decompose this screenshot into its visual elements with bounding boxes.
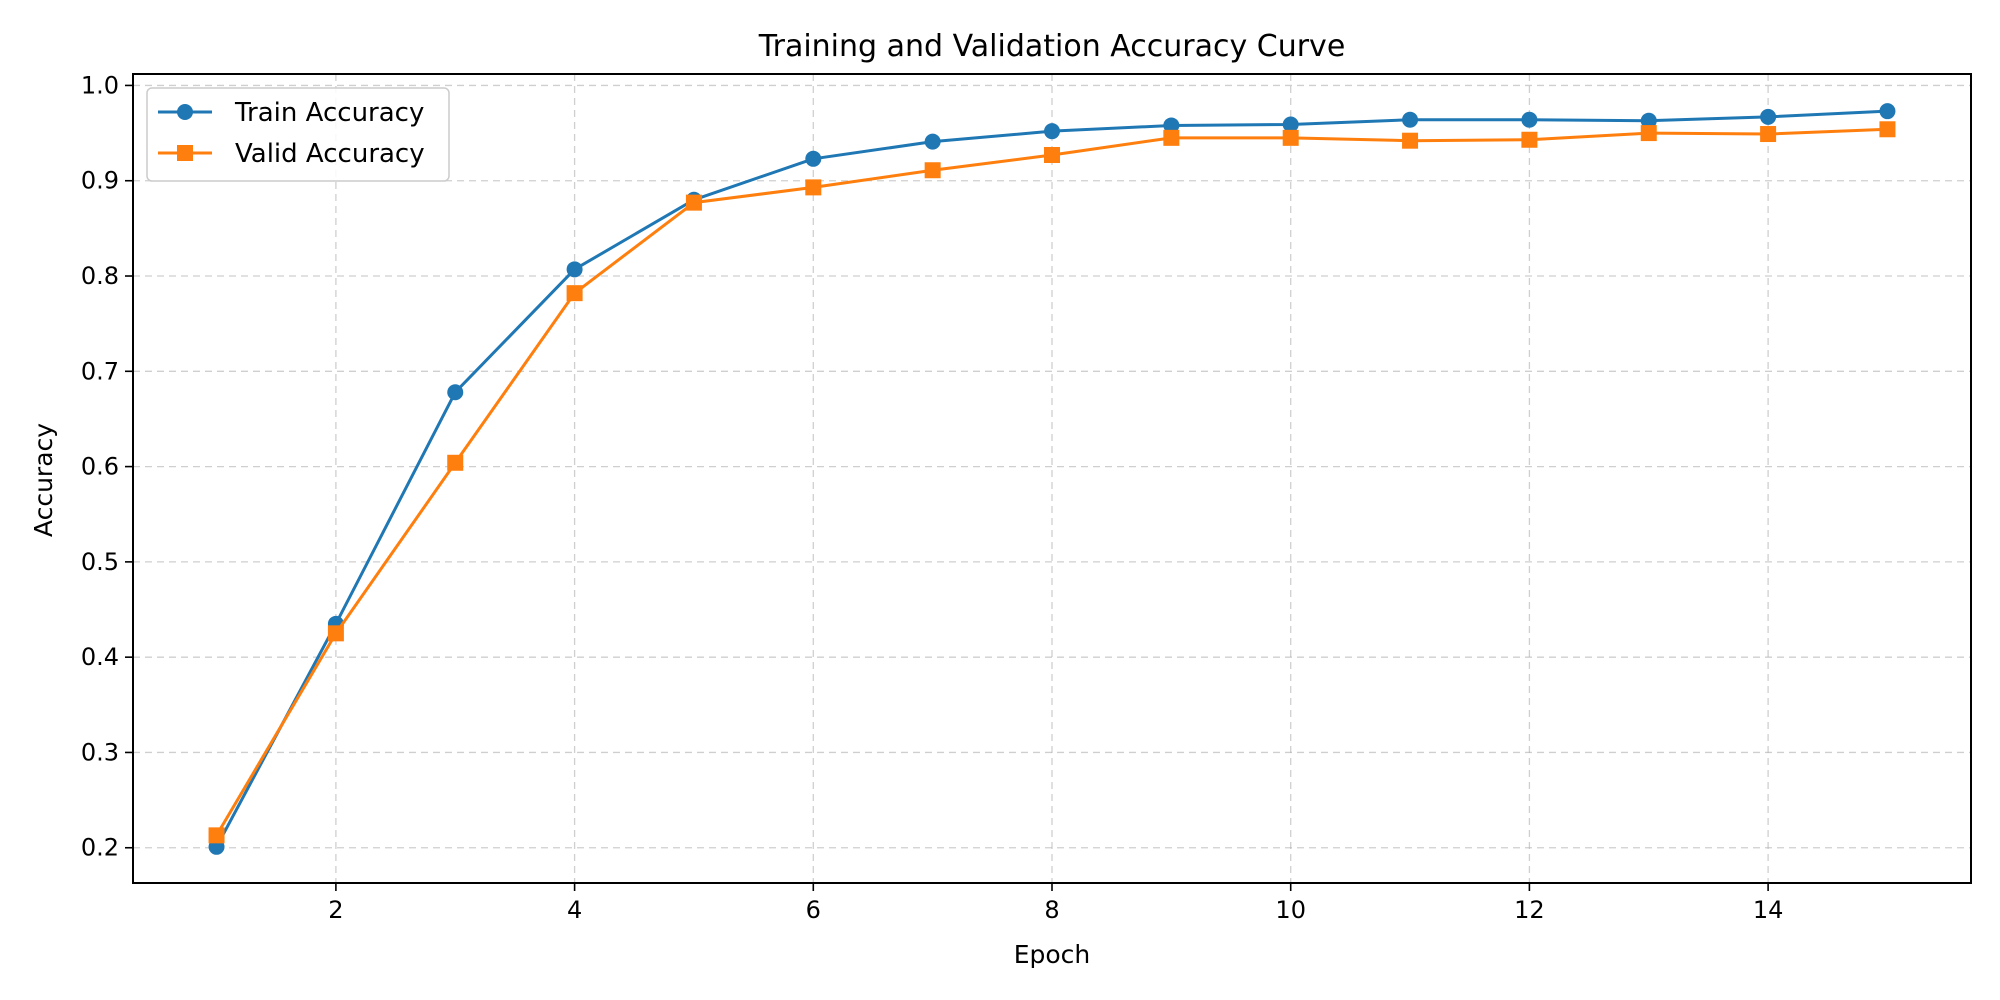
data-point xyxy=(1402,132,1419,149)
series-layer xyxy=(208,103,1896,855)
data-point xyxy=(1760,108,1777,125)
legend-label: Train Accuracy xyxy=(234,98,424,128)
data-point xyxy=(1163,129,1180,146)
series-train xyxy=(208,103,1896,855)
data-point xyxy=(1282,129,1299,146)
x-tick-label: 8 xyxy=(1044,896,1059,924)
data-point xyxy=(1282,116,1299,133)
y-axis-label: Accuracy xyxy=(29,423,58,537)
data-point xyxy=(1879,121,1896,138)
y-tick-label: 0.5 xyxy=(81,548,119,576)
series-valid xyxy=(208,121,1896,844)
data-point xyxy=(1640,112,1657,129)
y-tick-label: 0.3 xyxy=(81,738,119,766)
data-point xyxy=(1044,123,1060,140)
y-tick-label: 0.7 xyxy=(81,357,119,385)
data-point xyxy=(1521,131,1538,148)
data-point xyxy=(685,194,702,211)
legend-marker xyxy=(177,104,193,120)
x-tick-label: 4 xyxy=(567,896,582,924)
chart-title: Training and Validation Accuracy Curve xyxy=(758,29,1346,64)
data-point xyxy=(208,827,225,844)
y-tick-label: 0.8 xyxy=(81,262,119,290)
data-point xyxy=(1879,103,1896,120)
data-point xyxy=(1760,126,1777,143)
x-axis-label: Epoch xyxy=(1014,940,1091,969)
data-point xyxy=(924,162,941,179)
y-tick-label: 0.6 xyxy=(81,453,119,481)
x-tick-label: 2 xyxy=(328,896,343,924)
legend-entry-train: Train Accuracy xyxy=(158,98,424,128)
data-point xyxy=(1640,125,1657,142)
data-point xyxy=(1402,111,1419,128)
data-point xyxy=(566,285,583,302)
legend-entry-valid: Valid Accuracy xyxy=(158,139,425,169)
data-point xyxy=(327,625,344,642)
x-tick-label: 12 xyxy=(1514,896,1545,924)
axis-ticks: 2 4 6 8 10 12 14 0.2 0.3 0.4 0.5 0.6 0.7 0.8 0.9 1.0 xyxy=(81,71,1784,924)
data-point xyxy=(447,454,464,471)
legend-marker xyxy=(177,145,193,161)
plot-frame xyxy=(132,73,1972,884)
data-point xyxy=(1521,111,1538,128)
y-tick-label: 1.0 xyxy=(81,71,119,99)
x-tick-label: 6 xyxy=(806,896,821,924)
x-tick-label: 10 xyxy=(1275,896,1306,924)
y-tick-label: 0.4 xyxy=(81,643,119,671)
data-point xyxy=(805,150,822,167)
data-point xyxy=(1163,117,1180,134)
x-tick-label: 14 xyxy=(1753,896,1784,924)
y-tick-label: 0.2 xyxy=(81,834,119,862)
data-point xyxy=(1044,146,1060,163)
legend-box xyxy=(146,87,450,182)
data-point xyxy=(447,384,464,401)
data-point xyxy=(805,179,822,196)
data-point xyxy=(924,133,941,150)
legend: Train Accuracy Valid Accuracy xyxy=(146,87,450,182)
y-tick-label: 0.9 xyxy=(81,167,119,195)
data-point xyxy=(566,261,583,278)
legend-label: Valid Accuracy xyxy=(235,139,425,169)
